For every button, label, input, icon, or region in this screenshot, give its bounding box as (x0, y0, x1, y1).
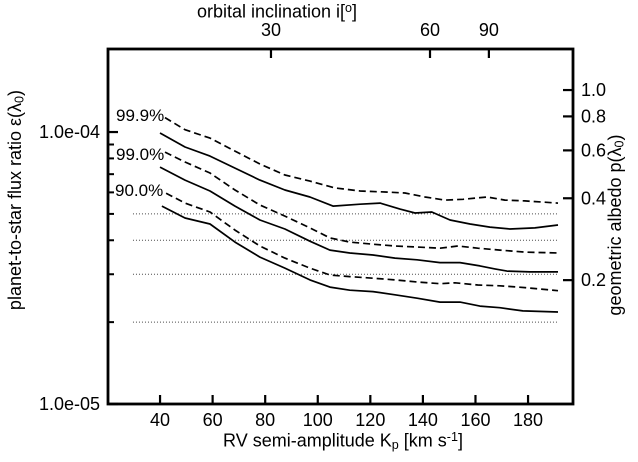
y2-axis-title-close: ) (605, 134, 625, 141)
top-tick-label: 90 (479, 20, 499, 40)
top-axis-title-text: orbital inclination i[ (196, 1, 346, 22)
y-axis-title-sub: 0 (12, 95, 27, 103)
y-tick-label: 1.0e-05 (39, 394, 100, 414)
y-tick-label: 1.0e-04 (39, 122, 100, 142)
curve-90.0-solid (161, 205, 559, 313)
x-tick-label: 160 (460, 410, 490, 430)
x-tick-label: 80 (255, 410, 275, 430)
y2-tick-label: 1.0 (581, 80, 606, 100)
x-tick-label: 120 (355, 410, 385, 430)
x-axis-title-sub: p (391, 437, 399, 452)
y2-tick-label: 0.6 (581, 140, 606, 160)
y2-axis-title-sub: 0 (612, 140, 627, 148)
x-tick-label: 180 (513, 410, 543, 430)
curve-99.0-dashed (164, 151, 559, 254)
x-axis-title-text: RV semi-amplitude K (223, 430, 392, 451)
top-axis-title: orbital inclination i[o] (197, 1, 357, 22)
top-tick-label: 30 (261, 20, 281, 40)
x-tick-label: 60 (203, 410, 223, 430)
curve-label-99.9: 99.9% (116, 106, 165, 125)
x-axis-title: RV semi-amplitude Kp [km s-1] (223, 430, 463, 452)
x-axis-title-close: ] (457, 430, 463, 451)
x-tick-label: 140 (408, 410, 438, 430)
x-tick-label: 100 (303, 410, 333, 430)
x-axis-title-units: [km s (398, 430, 447, 451)
y2-tick-label: 0.8 (581, 106, 606, 126)
top-axis-title-close: ] (352, 1, 358, 22)
curve-label-90.0: 90.0% (115, 181, 164, 200)
curve-99.9-solid (159, 132, 559, 230)
curve-99.9-dashed (164, 116, 559, 204)
top-axis-title-sup: o (345, 1, 353, 15)
x-tick-label: 40 (150, 410, 170, 430)
plot-border (106, 47, 575, 406)
y-axis-title-close: ) (5, 89, 25, 96)
curve-99.0-solid (159, 166, 558, 273)
y2-tick-label: 0.2 (581, 270, 606, 290)
y-axis-title-text: planet-to-star flux ratio ε(λ (5, 102, 25, 311)
curve-90.0-dashed (165, 192, 559, 292)
y2-axis-title-text: geometric albedo p(λ (605, 147, 625, 316)
x-axis-title-sup: -1 (446, 430, 458, 444)
curve-label-99.0: 99.0% (116, 145, 165, 164)
y2-tick-label: 0.4 (581, 188, 606, 208)
top-tick-label: 60 (420, 20, 440, 40)
y-axis-title: planet-to-star flux ratio ε(λ0) (5, 0, 29, 400)
y2-axis-title: geometric albedo p(λ0) (605, 25, 629, 425)
